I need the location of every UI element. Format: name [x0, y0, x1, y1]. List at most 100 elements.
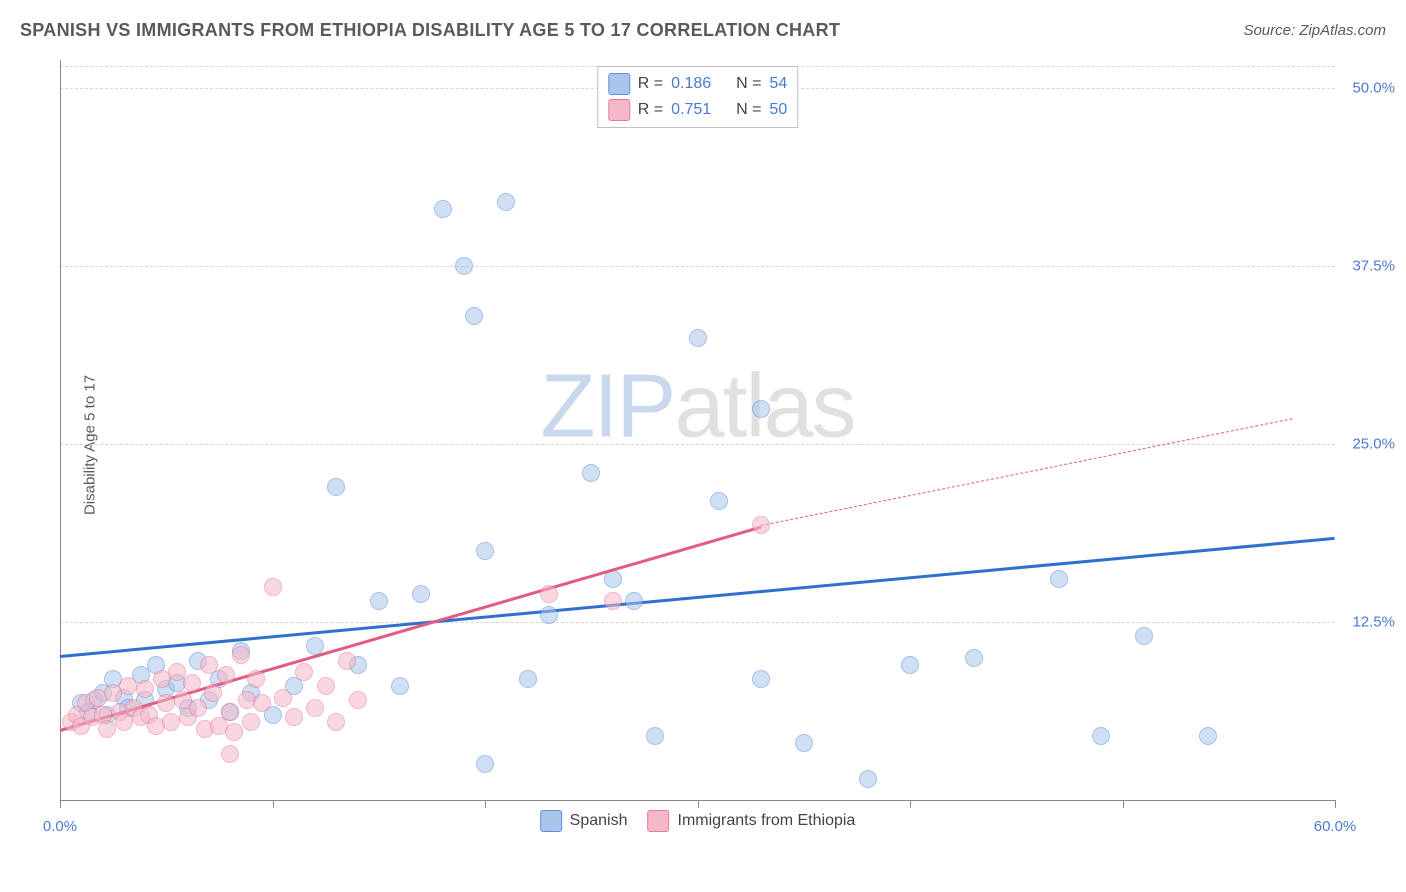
data-point [540, 585, 558, 603]
y-tick-label: 50.0% [1352, 80, 1395, 97]
legend-swatch [608, 73, 630, 95]
data-point [204, 684, 222, 702]
data-point [225, 723, 243, 741]
data-point [285, 708, 303, 726]
data-point [540, 606, 558, 624]
x-tick [910, 800, 911, 808]
data-point [338, 652, 356, 670]
plot-area: ZIPatlas 12.5%25.0%37.5%50.0%0.0%60.0%R … [60, 60, 1335, 830]
legend-item: Immigrants from Ethiopia [647, 810, 855, 832]
data-point [264, 578, 282, 596]
data-point [327, 478, 345, 496]
r-value: 0.186 [671, 75, 711, 93]
n-value: 54 [769, 75, 787, 93]
chart-title: SPANISH VS IMMIGRANTS FROM ETHIOPIA DISA… [20, 20, 840, 41]
data-point [859, 770, 877, 788]
x-tick-label: 60.0% [1314, 818, 1357, 835]
data-point [295, 663, 313, 681]
data-point [465, 307, 483, 325]
data-point [242, 713, 260, 731]
x-tick [698, 800, 699, 808]
data-point [476, 755, 494, 773]
r-label: R = [638, 101, 663, 119]
gridline [60, 622, 1335, 623]
data-point [200, 656, 218, 674]
data-point [646, 727, 664, 745]
data-point [689, 329, 707, 347]
data-point [136, 680, 154, 698]
data-point [183, 674, 201, 692]
r-value: 0.751 [671, 101, 711, 119]
source-label: Source: ZipAtlas.com [1243, 22, 1386, 39]
x-tick-label: 0.0% [43, 818, 77, 835]
legend-item: Spanish [540, 810, 628, 832]
legend-swatch [608, 99, 630, 121]
data-point [710, 492, 728, 510]
data-point [434, 200, 452, 218]
x-tick [60, 800, 61, 808]
data-point [232, 646, 250, 664]
n-label: N = [736, 101, 761, 119]
legend-label: Immigrants from Ethiopia [677, 812, 855, 830]
data-point [455, 257, 473, 275]
data-point [1092, 727, 1110, 745]
data-point [1199, 727, 1217, 745]
data-point [317, 677, 335, 695]
data-point [965, 649, 983, 667]
y-axis [60, 60, 61, 800]
legend-swatch [647, 810, 669, 832]
data-point [519, 670, 537, 688]
x-tick [1123, 800, 1124, 808]
watermark: ZIPatlas [540, 355, 854, 458]
data-point [217, 666, 235, 684]
x-tick [485, 800, 486, 808]
data-point [162, 713, 180, 731]
legend-series: Spanish Immigrants from Ethiopia [540, 810, 856, 832]
data-point [391, 677, 409, 695]
data-point [582, 464, 600, 482]
legend-swatch [540, 810, 562, 832]
data-point [752, 400, 770, 418]
data-point [752, 670, 770, 688]
r-label: R = [638, 75, 663, 93]
data-point [604, 592, 622, 610]
trend-line [761, 419, 1292, 527]
data-point [349, 691, 367, 709]
data-point [221, 703, 239, 721]
y-tick-label: 12.5% [1352, 614, 1395, 631]
data-point [306, 699, 324, 717]
x-tick [1335, 800, 1336, 808]
data-point [497, 193, 515, 211]
data-point [327, 713, 345, 731]
data-point [274, 689, 292, 707]
data-point [476, 542, 494, 560]
data-point [901, 656, 919, 674]
n-label: N = [736, 75, 761, 93]
data-point [1050, 570, 1068, 588]
n-value: 50 [769, 101, 787, 119]
correlation-chart: Disability Age 5 to 17 ZIPatlas 12.5%25.… [60, 60, 1335, 830]
data-point [795, 734, 813, 752]
data-point [98, 720, 116, 738]
y-tick-label: 37.5% [1352, 258, 1395, 275]
watermark-zip: ZIP [540, 356, 674, 456]
legend-stats-row: R = 0.186 N = 54 [608, 71, 787, 97]
data-point [253, 694, 271, 712]
gridline [60, 444, 1335, 445]
data-point [752, 516, 770, 534]
legend-stats-row: R = 0.751 N = 50 [608, 97, 787, 123]
y-tick-label: 25.0% [1352, 436, 1395, 453]
data-point [625, 592, 643, 610]
data-point [189, 699, 207, 717]
data-point [370, 592, 388, 610]
data-point [412, 585, 430, 603]
legend-label: Spanish [570, 812, 628, 830]
chart-header: SPANISH VS IMMIGRANTS FROM ETHIOPIA DISA… [20, 20, 1386, 41]
gridline [60, 266, 1335, 267]
data-point [247, 670, 265, 688]
x-tick [273, 800, 274, 808]
legend-stats: R = 0.186 N = 54 R = 0.751 N = 50 [597, 66, 798, 128]
data-point [157, 694, 175, 712]
data-point [119, 677, 137, 695]
data-point [1135, 627, 1153, 645]
